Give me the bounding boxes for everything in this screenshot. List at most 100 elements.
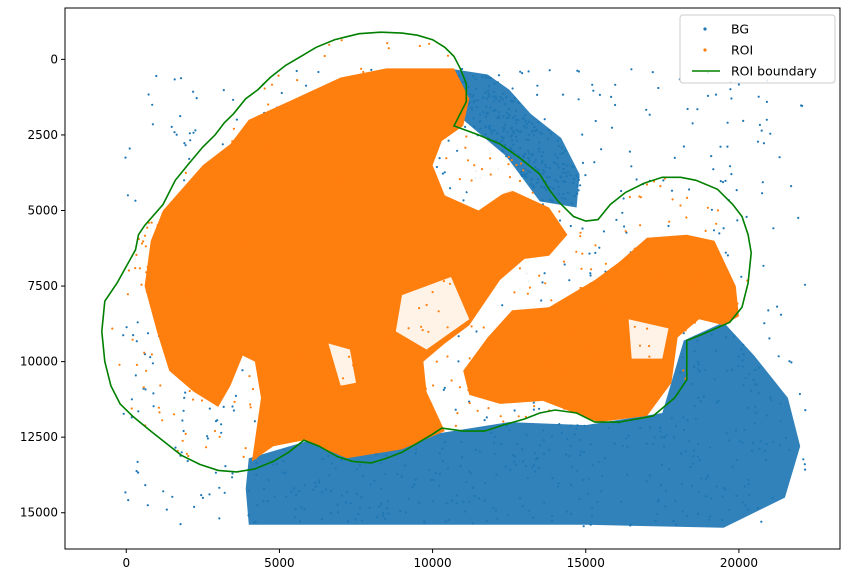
scatter-point: [255, 504, 259, 507]
scatter-point: [322, 356, 325, 359]
scatter-point: [307, 260, 310, 263]
scatter-point: [549, 132, 553, 135]
scatter-point: [254, 457, 257, 460]
scatter-point: [261, 268, 264, 271]
scatter-point: [127, 269, 131, 272]
scatter-point: [348, 390, 351, 393]
scatter-point: [392, 345, 395, 348]
scatter-point: [551, 200, 554, 204]
scatter-point: [430, 125, 433, 129]
scatter-point: [737, 83, 741, 86]
scatter-point: [517, 101, 520, 105]
scatter-point: [338, 160, 341, 163]
scatter-point: [490, 132, 493, 135]
y-tick-label: 2500: [27, 128, 58, 142]
scatter-point: [532, 401, 535, 404]
scatter-point: [334, 467, 337, 470]
scatter-point: [375, 207, 379, 210]
scatter-point: [543, 501, 546, 504]
scatter-point: [340, 398, 344, 401]
scatter-point: [458, 100, 461, 103]
scatter-point: [534, 158, 537, 161]
scatter-point: [595, 402, 599, 406]
y-tick-label: 10000: [20, 355, 58, 369]
scatter-point: [533, 161, 536, 164]
scatter-point: [216, 242, 220, 246]
scatter-point: [576, 192, 579, 195]
scatter-point: [592, 89, 595, 92]
scatter-point: [262, 345, 265, 348]
scatter-point: [303, 484, 306, 487]
scatter-point: [524, 175, 527, 178]
scatter-point: [404, 253, 407, 256]
scatter-point: [633, 247, 636, 250]
scatter-point: [533, 451, 537, 455]
scatter-point: [747, 483, 750, 486]
scatter-point: [592, 352, 596, 355]
scatter-point: [493, 82, 496, 85]
scatter-point: [130, 407, 133, 410]
scatter-point: [194, 129, 197, 132]
scatter-point: [721, 495, 724, 498]
scatter-point: [228, 163, 231, 167]
scatter-point: [178, 269, 181, 272]
scatter-point: [529, 368, 532, 372]
scatter-point: [124, 156, 127, 159]
scatter-point: [298, 258, 301, 261]
scatter-point: [282, 367, 285, 370]
scatter-point: [455, 97, 458, 100]
scatter-point: [589, 380, 592, 383]
scatter-point: [344, 243, 347, 246]
scatter-point: [244, 447, 247, 450]
scatter-point: [516, 118, 520, 122]
scatter-point: [286, 169, 289, 172]
scatter-point: [761, 192, 764, 195]
scatter-point: [445, 339, 449, 342]
scatter-point: [748, 372, 751, 376]
scatter-point: [504, 396, 507, 400]
scatter-point: [779, 402, 782, 405]
scatter-point: [128, 147, 131, 150]
scatter-point: [375, 296, 379, 299]
scatter-point: [179, 115, 182, 118]
scatter-point: [671, 198, 674, 201]
scatter-point: [485, 519, 489, 523]
scatter-point: [340, 39, 343, 42]
scatter-point: [765, 458, 768, 462]
scatter-point: [462, 80, 465, 84]
scatter-point: [621, 270, 624, 273]
scatter-point: [500, 136, 503, 139]
scatter-point: [402, 232, 406, 235]
scatter-point: [134, 199, 137, 202]
scatter-point: [198, 339, 201, 342]
scatter-point: [656, 500, 660, 503]
scatter-point: [492, 95, 495, 98]
scatter-point: [603, 457, 607, 460]
scatter-point: [417, 272, 420, 275]
scatter-point: [441, 459, 445, 463]
scatter-point: [627, 260, 630, 263]
scatter-point: [346, 320, 349, 323]
scatter-point: [696, 455, 700, 458]
scatter-point: [631, 382, 634, 385]
scatter-point: [357, 512, 360, 516]
scatter-point: [314, 485, 318, 488]
scatter-point: [159, 384, 162, 387]
scatter-point: [248, 267, 251, 270]
scatter-point: [478, 450, 481, 453]
scatter-point: [673, 156, 676, 159]
scatter-point: [581, 390, 584, 393]
scatter-point: [247, 288, 250, 291]
scatter-point: [247, 490, 250, 493]
scatter-point: [234, 394, 237, 397]
scatter-point: [302, 394, 305, 397]
scatter-point: [134, 267, 137, 270]
scatter-point: [735, 494, 738, 497]
scatter-point: [368, 77, 371, 80]
scatter-point: [267, 479, 270, 482]
scatter-point: [417, 106, 420, 109]
scatter-point: [283, 436, 286, 439]
scatter-point: [542, 168, 545, 171]
scatter-point: [396, 352, 400, 356]
scatter-point: [349, 502, 352, 505]
